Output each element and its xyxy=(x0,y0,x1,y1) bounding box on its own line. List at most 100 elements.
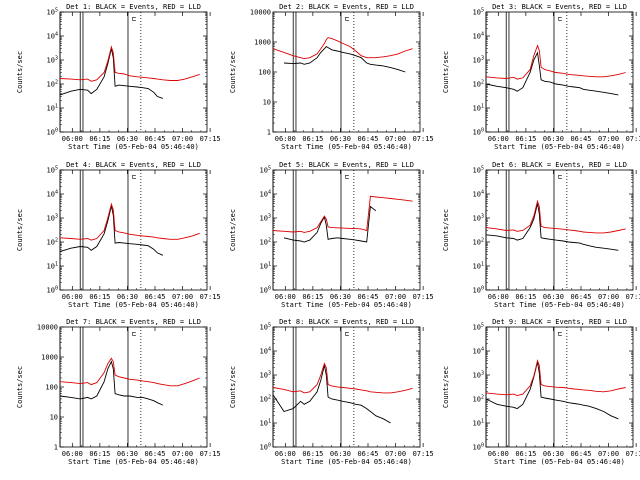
y-tick-label: 100 xyxy=(473,443,484,452)
x-tick-label: 06:45 xyxy=(144,135,165,143)
y-tick-label: 100 xyxy=(473,128,484,137)
detector-panel-1: Det 1: BLACK = Events, RED = LLD 100 101 10… xyxy=(16,3,221,151)
x-tick-label: 07:00 xyxy=(598,450,619,458)
x-tick-label: 06:00 xyxy=(488,450,509,458)
x-tick-label: 06:00 xyxy=(275,135,296,143)
x-tick-label: 07:15 xyxy=(413,450,434,458)
y-tick-label: 100 xyxy=(473,286,484,295)
x-tick-label: 07:15 xyxy=(413,293,434,301)
y-tick-label: 103 xyxy=(260,214,271,223)
detector-panel-4: Det 4: BLACK = Events, RED = LLD 100 101 10… xyxy=(16,161,221,309)
y-axis-label: Counts/sec xyxy=(229,366,237,408)
y-tick-label: 101 xyxy=(473,262,484,271)
y-tick-label: 1 xyxy=(54,444,58,452)
y-tick-label: 1000 xyxy=(254,39,271,47)
x-tick-label: 07:15 xyxy=(413,135,434,143)
interval-marker: ⊏ xyxy=(132,330,136,338)
x-tick-label: 06:00 xyxy=(488,293,509,301)
y-tick-label: 102 xyxy=(473,395,484,404)
x-tick-label: 06:45 xyxy=(357,293,378,301)
x-tick-label: 06:30 xyxy=(117,450,138,458)
x-axis-label: Start Time (05-Feb-04 05:46:40) xyxy=(494,143,625,151)
y-axis-label: Counts/sec xyxy=(16,366,24,408)
interval-marker: ⊏ xyxy=(345,15,349,23)
x-tick-label: 06:00 xyxy=(275,450,296,458)
y-tick-label: 104 xyxy=(47,32,58,41)
y-tick-label: 1 xyxy=(267,129,271,137)
y-tick-label: 104 xyxy=(47,190,58,199)
x-axis-label: Start Time (05-Feb-04 05:46:40) xyxy=(68,301,199,309)
y-tick-label: 102 xyxy=(260,238,271,247)
events-series-line xyxy=(485,203,619,251)
x-tick-label: 06:15 xyxy=(302,450,323,458)
lld-series-line xyxy=(272,195,413,233)
x-tick-label: 06:00 xyxy=(62,135,83,143)
interval-marker: ⊏ xyxy=(132,173,136,181)
detector-panel-3: Det 3: BLACK = Events, RED = LLD 100 101 10… xyxy=(442,3,640,151)
y-tick-label: 100 xyxy=(260,443,271,452)
lld-series-line xyxy=(59,357,200,387)
x-axis-label: Start Time (05-Feb-04 05:46:40) xyxy=(494,301,625,309)
plot-frame xyxy=(59,11,208,133)
lld-series-line xyxy=(59,45,200,82)
y-tick-label: 103 xyxy=(473,371,484,380)
x-tick-label: 06:15 xyxy=(302,293,323,301)
x-tick-label: 06:45 xyxy=(144,293,165,301)
x-tick-label: 06:00 xyxy=(488,135,509,143)
x-tick-label: 06:45 xyxy=(144,450,165,458)
detector-panel-5: Det 5: BLACK = Events, RED = LLD 100 101 10… xyxy=(229,161,434,309)
y-tick-label: 102 xyxy=(47,80,58,89)
x-tick-label: 07:00 xyxy=(172,135,193,143)
lld-series-line xyxy=(485,199,626,234)
lld-series-line xyxy=(59,202,200,241)
events-series-line xyxy=(485,361,619,420)
detector-panel-6: Det 6: BLACK = Events, RED = LLD 100 101 10… xyxy=(442,161,640,309)
x-tick-label: 06:15 xyxy=(89,293,110,301)
y-tick-label: 10000 xyxy=(250,9,271,17)
y-axis-label: Counts/sec xyxy=(229,51,237,93)
panel-title: Det 2: BLACK = Events, RED = LLD xyxy=(279,3,414,11)
events-series-line xyxy=(283,205,377,243)
x-tick-label: 06:15 xyxy=(302,135,323,143)
y-axis-label: Counts/sec xyxy=(442,366,450,408)
y-tick-label: 102 xyxy=(473,238,484,247)
y-tick-label: 103 xyxy=(47,214,58,223)
x-tick-label: 07:00 xyxy=(385,450,406,458)
y-tick-label: 100 xyxy=(260,286,271,295)
x-tick-label: 06:45 xyxy=(570,293,591,301)
y-tick-label: 104 xyxy=(473,32,484,41)
events-series-line xyxy=(485,51,619,96)
plot-frame xyxy=(272,326,421,448)
x-tick-label: 06:30 xyxy=(543,135,564,143)
y-tick-label: 101 xyxy=(473,104,484,113)
x-tick-label: 06:45 xyxy=(570,135,591,143)
x-axis-label: Start Time (05-Feb-04 05:46:40) xyxy=(281,301,412,309)
panel-title: Det 1: BLACK = Events, RED = LLD xyxy=(66,3,201,11)
x-axis-label: Start Time (05-Feb-04 05:46:40) xyxy=(68,458,199,466)
y-axis-label: Counts/sec xyxy=(442,209,450,251)
events-series-line xyxy=(59,205,164,256)
detector-panel-9: Det 9: BLACK = Events, RED = LLD 100 101 10… xyxy=(442,318,640,466)
y-axis-label: Counts/sec xyxy=(16,51,24,93)
y-tick-label: 101 xyxy=(47,104,58,113)
y-tick-label: 104 xyxy=(473,347,484,356)
y-tick-label: 10000 xyxy=(37,324,58,332)
y-tick-label: 105 xyxy=(473,8,484,17)
x-tick-label: 06:00 xyxy=(62,450,83,458)
y-tick-label: 105 xyxy=(260,166,271,175)
panel-title: Det 3: BLACK = Events, RED = LLD xyxy=(492,3,627,11)
lld-series-line xyxy=(485,44,626,80)
x-axis-label: Start Time (05-Feb-04 05:46:40) xyxy=(281,458,412,466)
y-tick-label: 100 xyxy=(47,286,58,295)
x-tick-label: 06:00 xyxy=(275,293,296,301)
plot-frame xyxy=(59,169,208,291)
y-tick-label: 103 xyxy=(47,56,58,65)
y-tick-label: 103 xyxy=(473,56,484,65)
y-tick-label: 101 xyxy=(260,419,271,428)
y-tick-label: 105 xyxy=(47,166,58,175)
lld-series-line xyxy=(272,37,413,60)
x-tick-label: 06:45 xyxy=(570,450,591,458)
x-tick-label: 06:30 xyxy=(330,450,351,458)
x-tick-label: 07:15 xyxy=(200,293,221,301)
y-tick-label: 10 xyxy=(263,99,271,107)
